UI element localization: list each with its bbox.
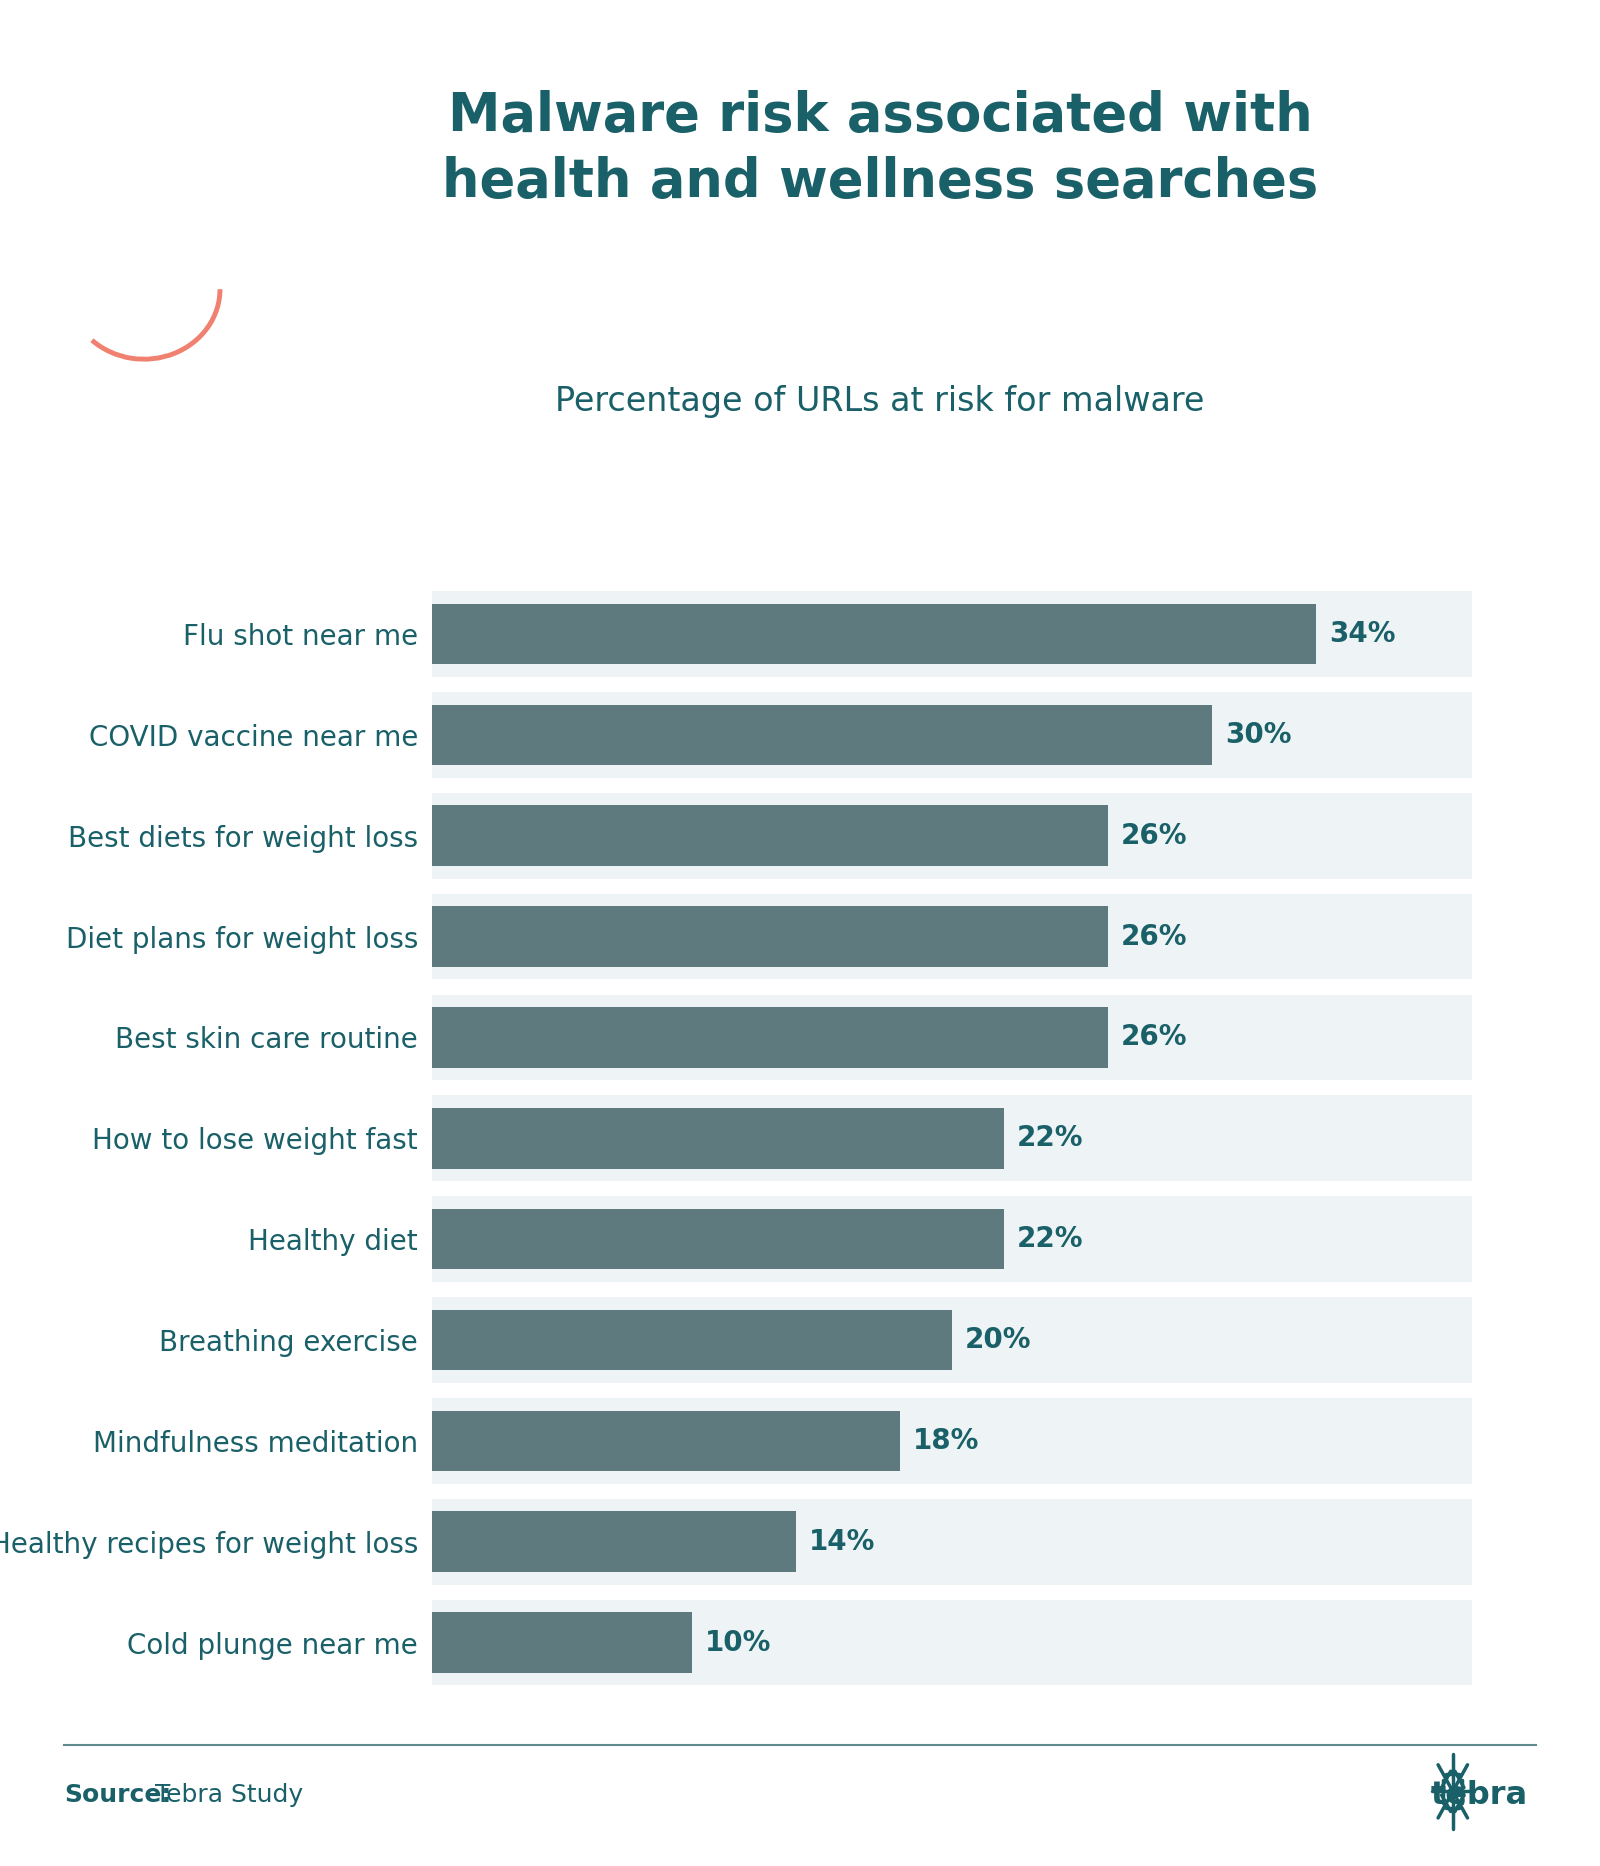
Bar	[432, 995, 1472, 1080]
Text: Source:: Source:	[64, 1784, 171, 1806]
Text: tebra: tebra	[1430, 1780, 1528, 1810]
Text: 26%: 26%	[1122, 1023, 1187, 1051]
Bar	[432, 592, 1472, 677]
Text: Malware risk associated with
health and wellness searches: Malware risk associated with health and …	[442, 90, 1318, 209]
Bar	[432, 1612, 691, 1672]
Text: 22%: 22%	[1018, 1123, 1083, 1153]
Bar	[432, 894, 1472, 980]
Text: 26%: 26%	[1122, 922, 1187, 950]
Bar	[432, 1008, 1107, 1067]
Bar	[432, 1411, 899, 1470]
Bar	[432, 1498, 1472, 1584]
Text: 20%: 20%	[965, 1327, 1032, 1355]
Bar	[432, 1196, 1472, 1282]
Text: 26%: 26%	[1122, 821, 1187, 849]
Text: 14%: 14%	[810, 1528, 875, 1556]
Bar	[432, 692, 1472, 778]
Text: Tebra Study: Tebra Study	[155, 1784, 304, 1806]
Bar	[432, 605, 1315, 664]
Bar	[432, 1209, 1005, 1269]
Bar	[432, 907, 1107, 967]
Text: 22%: 22%	[1018, 1226, 1083, 1254]
Text: 10%: 10%	[706, 1629, 771, 1657]
Bar	[432, 705, 1213, 765]
Bar	[432, 1398, 1472, 1483]
Text: Percentage of URLs at risk for malware: Percentage of URLs at risk for malware	[555, 384, 1205, 418]
Bar	[432, 1599, 1472, 1685]
Bar	[432, 1310, 952, 1370]
Bar	[432, 806, 1107, 866]
Text: 34%: 34%	[1330, 620, 1395, 648]
Bar	[432, 1108, 1005, 1168]
Text: 30%: 30%	[1226, 720, 1291, 748]
Bar	[432, 1511, 797, 1571]
Text: 18%: 18%	[914, 1427, 979, 1455]
Bar	[432, 793, 1472, 879]
Bar	[432, 1297, 1472, 1383]
Bar	[432, 1095, 1472, 1181]
